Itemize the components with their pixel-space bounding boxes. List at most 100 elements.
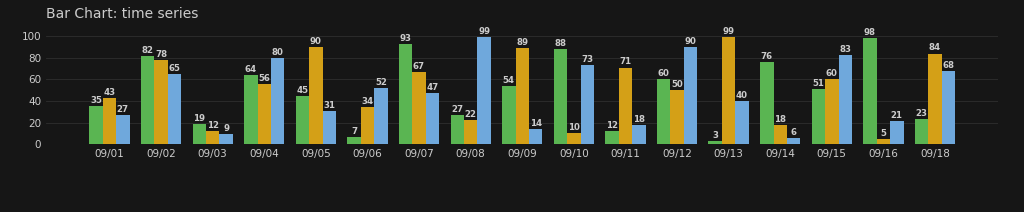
Text: 43: 43 (103, 88, 116, 97)
Bar (347, 137, 360, 144)
Text: 54: 54 (503, 76, 515, 85)
Text: 12: 12 (207, 121, 219, 130)
Text: 89: 89 (516, 38, 528, 47)
Text: 6: 6 (791, 128, 797, 137)
Bar (863, 38, 877, 144)
Bar (760, 62, 773, 144)
Text: 51: 51 (812, 79, 824, 88)
Bar (464, 120, 477, 144)
Text: 35: 35 (90, 96, 102, 105)
Bar (914, 119, 929, 144)
Text: 21: 21 (891, 112, 903, 120)
Text: 90: 90 (684, 37, 696, 46)
Bar (89, 106, 102, 144)
Bar (244, 75, 258, 144)
Bar (735, 101, 749, 144)
Bar (451, 115, 464, 144)
Bar (360, 107, 374, 144)
Bar (271, 58, 285, 144)
Bar (529, 129, 543, 144)
Text: 50: 50 (671, 80, 683, 89)
Bar (309, 47, 323, 144)
Text: 65: 65 (169, 64, 180, 73)
Text: 78: 78 (155, 50, 167, 59)
Bar (515, 48, 529, 144)
Text: 60: 60 (826, 69, 838, 78)
Bar (709, 141, 722, 144)
Text: 12: 12 (606, 121, 618, 130)
Bar (219, 134, 232, 144)
Bar (102, 98, 116, 144)
Bar (773, 125, 786, 144)
Bar (413, 72, 426, 144)
Bar (141, 56, 155, 144)
Text: 23: 23 (915, 109, 928, 118)
Bar (502, 86, 515, 144)
Bar (206, 131, 219, 144)
Bar (618, 68, 632, 144)
Text: 98: 98 (864, 28, 876, 37)
Text: 18: 18 (774, 115, 786, 124)
Text: 82: 82 (141, 46, 154, 54)
Bar (632, 125, 645, 144)
Text: 19: 19 (194, 114, 205, 123)
Text: 14: 14 (529, 119, 542, 128)
Text: 84: 84 (929, 43, 941, 52)
Bar (296, 96, 309, 144)
Bar (877, 139, 890, 144)
Text: 5: 5 (881, 129, 887, 138)
Bar (942, 71, 955, 144)
Bar (155, 60, 168, 144)
Bar (567, 133, 581, 144)
Text: 71: 71 (620, 57, 632, 66)
Text: 18: 18 (633, 115, 645, 124)
Text: Bar Chart: time series: Bar Chart: time series (46, 7, 199, 21)
Bar (477, 37, 490, 144)
Bar (399, 44, 413, 144)
Text: 40: 40 (736, 91, 748, 100)
Text: 68: 68 (942, 61, 954, 70)
Text: 56: 56 (258, 74, 270, 83)
Text: 80: 80 (271, 48, 284, 57)
Text: 73: 73 (582, 55, 593, 64)
Text: 9: 9 (223, 124, 229, 133)
Text: 31: 31 (324, 101, 335, 110)
Text: 10: 10 (568, 123, 580, 132)
Bar (812, 89, 825, 144)
Bar (605, 131, 618, 144)
Bar (168, 74, 181, 144)
Text: 27: 27 (117, 105, 129, 114)
Text: 3: 3 (713, 131, 718, 140)
Text: 83: 83 (840, 45, 851, 53)
Text: 47: 47 (426, 83, 438, 92)
Bar (890, 121, 903, 144)
Bar (839, 54, 852, 144)
Text: 99: 99 (723, 27, 734, 36)
Text: 93: 93 (399, 34, 412, 43)
Text: 45: 45 (297, 85, 308, 95)
Text: 67: 67 (413, 62, 425, 71)
Bar (825, 80, 839, 144)
Bar (426, 93, 439, 144)
Bar (374, 88, 387, 144)
Text: 22: 22 (465, 110, 476, 119)
Bar (657, 80, 671, 144)
Bar (193, 124, 206, 144)
Text: 27: 27 (452, 105, 463, 114)
Text: 76: 76 (761, 52, 773, 61)
Bar (684, 47, 697, 144)
Text: 90: 90 (310, 37, 322, 46)
Bar (929, 53, 942, 144)
Bar (116, 115, 130, 144)
Bar (554, 49, 567, 144)
Text: 88: 88 (554, 39, 566, 48)
Bar (722, 37, 735, 144)
Text: 99: 99 (478, 27, 490, 36)
Text: 34: 34 (361, 97, 374, 106)
Text: 64: 64 (245, 65, 257, 74)
Bar (786, 138, 801, 144)
Text: 52: 52 (375, 78, 387, 87)
Bar (671, 90, 684, 144)
Legend: A-series, B-series, C-series: A-series, B-series, C-series (51, 211, 288, 212)
Text: 7: 7 (351, 127, 357, 135)
